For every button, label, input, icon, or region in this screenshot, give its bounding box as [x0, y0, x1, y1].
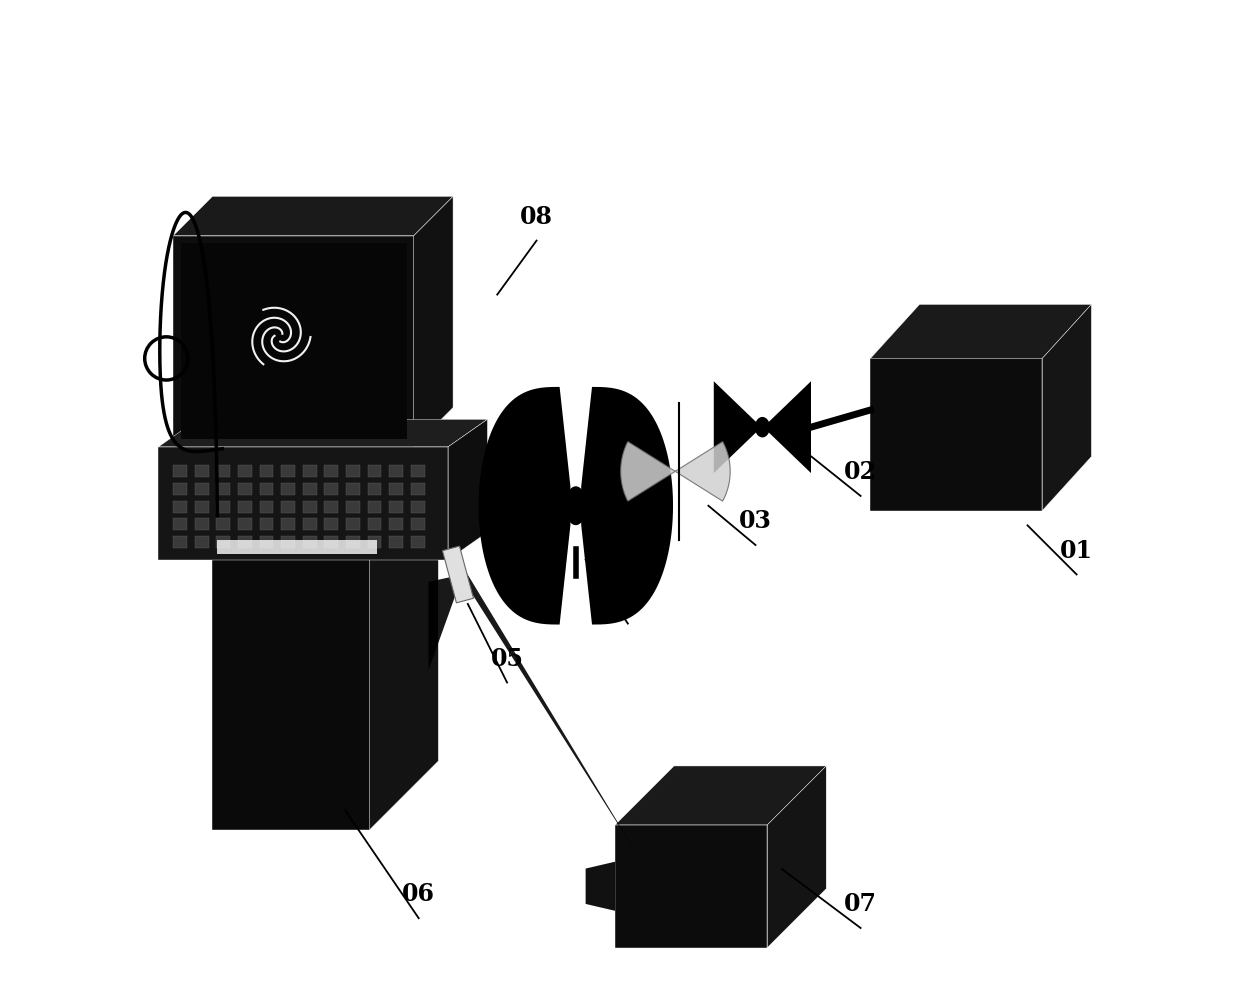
Text: 08: 08	[520, 205, 553, 229]
Bar	[410, 465, 424, 477]
Polygon shape	[414, 196, 453, 447]
Bar	[217, 540, 377, 554]
Polygon shape	[159, 447, 448, 560]
Bar	[217, 536, 231, 548]
Text: 06: 06	[402, 883, 435, 906]
Bar	[259, 501, 273, 513]
Text: 01: 01	[1060, 539, 1094, 563]
Polygon shape	[621, 442, 730, 501]
Bar	[389, 536, 403, 548]
Polygon shape	[582, 387, 673, 625]
Bar	[389, 465, 403, 477]
Bar	[174, 465, 187, 477]
Polygon shape	[768, 766, 826, 948]
Bar	[259, 483, 273, 495]
Polygon shape	[448, 419, 487, 560]
Polygon shape	[174, 196, 453, 236]
Bar	[238, 483, 252, 495]
Bar	[238, 501, 252, 513]
Polygon shape	[615, 766, 826, 825]
Polygon shape	[159, 419, 487, 447]
Bar	[410, 501, 424, 513]
Polygon shape	[870, 358, 1043, 511]
Bar	[303, 483, 316, 495]
Polygon shape	[174, 236, 414, 447]
Text: 03: 03	[739, 510, 773, 533]
Text: 02: 02	[844, 461, 877, 484]
Bar	[259, 465, 273, 477]
Polygon shape	[212, 520, 370, 830]
Bar	[217, 518, 231, 530]
Bar	[389, 518, 403, 530]
Bar	[195, 483, 208, 495]
Bar	[174, 483, 187, 495]
Bar	[346, 501, 360, 513]
Bar	[281, 483, 295, 495]
Bar	[281, 518, 295, 530]
Bar	[238, 536, 252, 548]
Bar	[303, 501, 316, 513]
Bar	[217, 501, 231, 513]
Bar	[410, 536, 424, 548]
Bar	[389, 483, 403, 495]
Ellipse shape	[755, 417, 770, 437]
Text: 04: 04	[611, 588, 645, 612]
Bar	[303, 518, 316, 530]
Polygon shape	[768, 381, 811, 473]
Polygon shape	[463, 567, 639, 856]
Bar	[367, 465, 382, 477]
Bar	[325, 465, 339, 477]
Polygon shape	[585, 862, 615, 911]
Bar	[367, 518, 382, 530]
Bar	[281, 501, 295, 513]
Polygon shape	[443, 546, 474, 603]
Polygon shape	[370, 452, 438, 830]
Bar	[195, 465, 208, 477]
Polygon shape	[212, 452, 438, 520]
Bar	[367, 483, 382, 495]
Bar	[238, 518, 252, 530]
Bar	[346, 536, 360, 548]
Bar	[181, 243, 407, 439]
Bar	[303, 536, 316, 548]
Bar	[174, 501, 187, 513]
Text: 07: 07	[844, 893, 877, 916]
Bar	[410, 518, 424, 530]
Bar	[174, 536, 187, 548]
Bar	[346, 483, 360, 495]
Bar	[217, 483, 231, 495]
Bar	[325, 501, 339, 513]
Ellipse shape	[565, 486, 587, 525]
Polygon shape	[714, 381, 756, 473]
Bar	[325, 483, 339, 495]
Polygon shape	[479, 387, 570, 625]
Bar	[367, 536, 382, 548]
Bar	[195, 518, 208, 530]
Bar	[325, 536, 339, 548]
Polygon shape	[870, 304, 1091, 358]
Bar	[281, 536, 295, 548]
Bar	[410, 483, 424, 495]
Bar	[174, 518, 187, 530]
Bar	[346, 518, 360, 530]
Bar	[303, 465, 316, 477]
Bar	[217, 465, 231, 477]
Bar	[389, 501, 403, 513]
Bar	[259, 536, 273, 548]
Polygon shape	[1043, 304, 1091, 511]
Bar	[367, 501, 382, 513]
Polygon shape	[429, 574, 463, 670]
Text: 05: 05	[491, 647, 523, 671]
Bar	[259, 518, 273, 530]
Bar	[346, 465, 360, 477]
Bar	[325, 518, 339, 530]
Bar	[281, 465, 295, 477]
Bar	[238, 465, 252, 477]
Bar	[195, 501, 208, 513]
Polygon shape	[615, 825, 768, 948]
Bar	[195, 536, 208, 548]
